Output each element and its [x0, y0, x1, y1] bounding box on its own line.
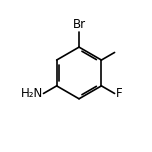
Text: F: F — [116, 87, 122, 100]
Text: H₂N: H₂N — [21, 87, 43, 100]
Text: Br: Br — [73, 18, 86, 31]
